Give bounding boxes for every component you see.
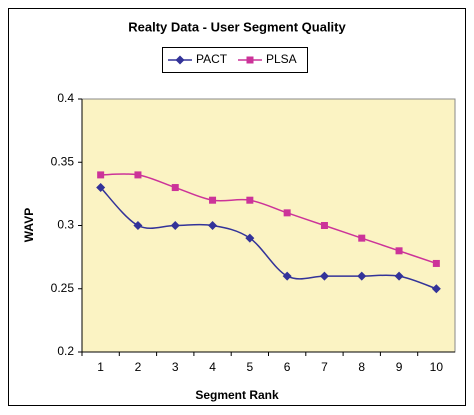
y-tick-label: 0.3 [57,218,74,232]
legend-label: PACT [196,52,228,66]
marker [97,171,105,179]
y-axis-label: WAVP [22,208,36,242]
marker [357,271,367,281]
x-tick-label: 6 [284,360,291,374]
x-tick-label: 4 [209,360,216,374]
marker [245,233,255,243]
x-tick-label: 7 [321,360,328,374]
marker [394,271,404,281]
series-line [100,173,437,265]
y-tick-label: 0.2 [57,344,74,358]
x-tick-label: 9 [396,360,403,374]
marker [319,271,329,281]
y-tick-label: 0.25 [51,281,75,295]
marker [282,271,292,281]
marker [431,284,441,294]
marker [246,56,254,64]
marker [395,247,403,255]
y-tick-label: 0.35 [51,154,75,168]
x-tick-label: 10 [430,360,444,374]
marker [171,184,179,192]
marker [175,55,185,65]
series-line [100,187,437,290]
plot-area [81,98,456,353]
marker [209,196,217,204]
marker [358,234,366,242]
marker [320,222,328,229]
legend-label: PLSA [266,52,297,66]
x-tick-label: 5 [247,360,254,374]
x-tick-label: 3 [172,360,179,374]
x-tick-label: 1 [97,360,104,374]
marker [283,209,291,217]
marker [246,196,254,204]
x-tick-label: 8 [358,360,365,374]
marker [170,221,180,230]
x-tick-label: 2 [135,360,142,374]
x-axis-label: Segment Rank [195,388,279,402]
marker [96,183,106,193]
marker [432,259,440,267]
marker [133,221,143,230]
y-tick-label: 0.4 [57,91,74,105]
marker [134,171,142,179]
chart-title: Realty Data - User Segment Quality [128,19,346,34]
marker [208,221,218,230]
